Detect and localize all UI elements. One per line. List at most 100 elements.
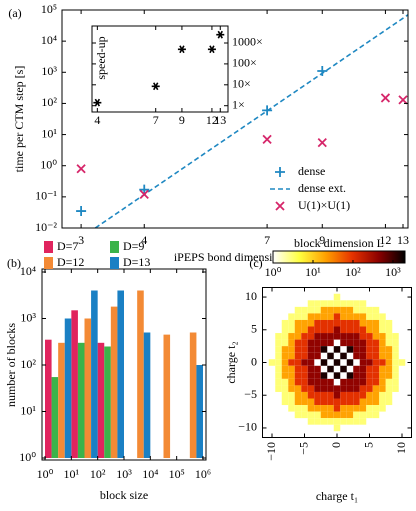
heatmap-cell <box>372 378 380 386</box>
heatmap-cell <box>333 333 341 340</box>
panel-label: (c) <box>249 256 262 270</box>
heatmap-cell <box>281 372 289 379</box>
heatmap-cell <box>307 391 315 399</box>
heatmap-cell <box>340 378 347 386</box>
heatmap-cell <box>294 319 302 327</box>
panel-label: (b) <box>7 256 21 270</box>
heatmap-cell <box>340 352 347 360</box>
heatmap-cell <box>301 306 308 314</box>
heatmap-cell <box>392 365 399 373</box>
heatmap-cell <box>307 359 315 366</box>
heatmap-cell <box>366 365 373 373</box>
heatmap-cell <box>327 405 334 412</box>
heatmap-cell <box>340 411 347 419</box>
legend-swatch <box>44 257 53 269</box>
heatmap-cell <box>385 346 393 353</box>
legend-marker <box>275 201 285 211</box>
heatmap-cell <box>327 326 334 334</box>
heatmap-cell <box>288 398 295 406</box>
heatmap-cell <box>359 359 367 366</box>
heatmap-cell <box>340 326 347 334</box>
heatmap-cell <box>392 378 399 386</box>
heatmap-cell <box>366 398 373 406</box>
heatmap-cell <box>281 391 289 399</box>
heatmap-cell <box>385 339 393 347</box>
y-tick-label: 10⁴ <box>41 33 57 47</box>
legend-swatch <box>110 257 119 269</box>
heatmap-cell <box>385 359 393 366</box>
heatmap-cell <box>379 359 386 366</box>
legend-label: dense <box>298 164 325 178</box>
marker <box>139 189 149 200</box>
heatmap-cell <box>359 391 367 399</box>
heatmap-cell <box>379 326 386 334</box>
heatmap-cell <box>372 339 380 347</box>
heatmap-cell <box>333 411 341 419</box>
heatmap-cell <box>288 391 295 399</box>
heatmap-cell <box>340 300 347 307</box>
heatmap-cell <box>359 313 367 320</box>
heatmap-cell <box>340 313 347 320</box>
heatmap-cell <box>392 352 399 360</box>
heatmap-cell <box>372 319 380 327</box>
heatmap-cell <box>372 333 380 340</box>
inset-background <box>92 26 228 112</box>
y-tick-label: −10 <box>238 420 257 434</box>
heatmap-cell <box>366 411 373 419</box>
legend-label: D=13 <box>123 255 150 269</box>
heatmap-cell <box>392 372 399 379</box>
heatmap-cell <box>353 306 360 314</box>
heatmap-cell <box>281 378 289 386</box>
heatmap-cell <box>353 326 360 334</box>
heatmap-cell <box>359 333 367 340</box>
heatmap-cell <box>301 359 308 366</box>
y-axis-label: time per CTM step [s] <box>12 66 26 173</box>
heatmap-cell <box>366 319 373 327</box>
marker <box>398 95 408 105</box>
x-tick-label: 10⁵ <box>169 467 185 481</box>
heatmap-cell <box>398 359 406 366</box>
heatmap-cell <box>346 333 354 340</box>
y-axis-label: speed-up <box>94 36 108 79</box>
heatmap-cell <box>346 306 354 314</box>
legend-label: D=12 <box>57 255 84 269</box>
heatmap-cell <box>372 385 380 392</box>
y-tick-label: 10¹ <box>41 126 57 140</box>
heatmap-cell <box>294 405 302 412</box>
heatmap-cell <box>346 326 354 334</box>
heatmap-cell <box>359 326 367 334</box>
marker <box>177 45 186 54</box>
bar <box>91 290 98 458</box>
legend-label: dense ext. <box>298 181 346 195</box>
plot-frame <box>61 9 409 229</box>
x-tick-label: 10¹ <box>64 467 80 481</box>
heatmap-cell <box>320 418 328 425</box>
heatmap-cell <box>379 352 386 360</box>
heatmap-cell <box>294 385 302 392</box>
colorbar <box>272 250 406 264</box>
marker <box>76 206 87 217</box>
heatmap-cell <box>340 405 347 412</box>
marker <box>317 138 327 148</box>
heatmap-cell <box>379 319 386 327</box>
heatmap-cell <box>294 306 302 314</box>
heatmap-cell <box>307 405 315 412</box>
heatmap-cell <box>281 365 289 373</box>
heatmap-cell <box>281 339 289 347</box>
heatmap-cell <box>327 319 334 327</box>
heatmap-cell <box>346 378 354 386</box>
heatmap-cell <box>327 306 334 314</box>
heatmap-cell <box>372 405 380 412</box>
bar <box>163 334 171 458</box>
heatmap-cell <box>327 300 334 307</box>
heatmap-cell <box>353 372 360 379</box>
heatmap-cell <box>366 391 373 399</box>
heatmap-cell <box>385 385 393 392</box>
heatmap-cell <box>281 398 289 406</box>
y-tick-label: 10² <box>41 95 57 109</box>
heatmap-cell <box>372 391 380 399</box>
heatmap-cell <box>372 313 380 320</box>
bar <box>143 332 151 458</box>
heatmap-cell <box>366 378 373 386</box>
heatmap-cell <box>359 365 367 373</box>
